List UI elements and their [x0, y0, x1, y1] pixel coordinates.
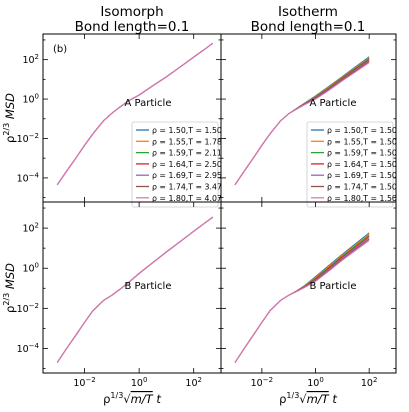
tick-label: 102: [22, 222, 39, 235]
y-axis-label-bottom: ρ2/3 MSD: [2, 263, 17, 313]
tick-label: 10−2: [17, 132, 39, 145]
legend-label: ρ = 1.50,T = 1.50: [152, 126, 222, 135]
tick-label: 100: [22, 93, 39, 106]
panel-tag: (b): [53, 44, 67, 55]
legend-label: ρ = 1.74,T = 1.50: [327, 183, 397, 192]
tick-label: 100: [307, 376, 324, 389]
panel-top-right: A Particle ρ = 1.50,T = 1.50 ρ = 1.55,T = …: [220, 33, 397, 208]
series-line: [234, 238, 370, 363]
series-line: [56, 42, 214, 186]
tick-label: 100: [22, 262, 39, 275]
particle-annotation: B Particle: [310, 281, 357, 292]
series-line: [234, 62, 370, 186]
legend-label: ρ = 1.80,T = 1.50: [327, 194, 397, 203]
legend-label: ρ = 1.59,T = 1.50: [327, 149, 397, 158]
legend-label: ρ = 1.59,T = 2.11: [152, 149, 222, 158]
tick-label: 102: [361, 376, 378, 389]
column-title-1-line1: Isomorph: [100, 4, 163, 20]
legend-label: ρ = 1.74,T = 3.47: [152, 183, 222, 192]
legend-label: ρ = 1.55,T = 1.50: [327, 137, 397, 146]
y-axis-label-top: ρ2/3 MSD: [2, 93, 17, 143]
series-group: [234, 232, 370, 363]
tick-label: 102: [22, 53, 39, 66]
tick-label: 100: [131, 376, 148, 389]
column-title-1-line2: Bond length=0.1: [75, 19, 190, 35]
legend-label: ρ = 1.64,T = 1.50: [327, 160, 397, 169]
series-group: [56, 42, 214, 186]
legend-label: ρ = 1.69,T = 2.95: [152, 171, 222, 180]
column-title-2-line2: Bond length=0.1: [251, 19, 366, 35]
series-line: [56, 216, 214, 363]
svg-text:ρ2/3 MSD: ρ2/3 MSD: [2, 263, 17, 313]
legend-label: ρ = 1.69,T = 1.50: [327, 171, 397, 180]
legend: ρ = 1.50,T = 1.50 ρ = 1.55,T = 1.50 ρ = 1.…: [306, 121, 397, 208]
legend-label: ρ = 1.80,T = 4.07: [152, 194, 222, 203]
panel-bottom-right: 10−2 100 102 B Particle: [220, 201, 397, 389]
tick-label: 10−2: [73, 376, 95, 389]
x-axis-label-left: ρ1/3√m/T t: [103, 391, 161, 406]
tick-label: 10−4: [17, 342, 40, 355]
legend-label: ρ = 1.55,T = 1.78: [152, 137, 222, 146]
panel-top-left: 10−4 10−2 100 102 A Particle ρ = 1.50,T = 1.5…: [17, 33, 222, 208]
x-axis-label-right: ρ1/3√m/T t: [279, 391, 337, 406]
tick-label: 10−4: [17, 171, 40, 184]
plot-frame: [220, 201, 397, 374]
legend-label: ρ = 1.50,T = 1.50: [327, 126, 397, 135]
tick-label: 102: [185, 376, 202, 389]
particle-annotation: A Particle: [310, 98, 357, 109]
series-line: [234, 240, 370, 363]
particle-annotation: B Particle: [125, 281, 172, 292]
column-title-2-line1: Isotherm: [278, 4, 338, 20]
tick-label: 10−2: [17, 302, 39, 315]
tick-label: 10−2: [251, 376, 273, 389]
legend: ρ = 1.50,T = 1.50 ρ = 1.55,T = 1.78 ρ = 1.…: [131, 121, 222, 208]
series-line: [234, 237, 370, 363]
series-group: [234, 56, 370, 186]
svg-text:ρ1/3√m/T t: ρ1/3√m/T t: [279, 391, 337, 406]
series-group: [56, 216, 214, 363]
panel-bottom-left: 10−2 100 102 10−4 10−2 100 102 B Particle: [17, 201, 222, 389]
particle-annotation: A Particle: [125, 98, 172, 109]
legend-label: ρ = 1.64,T = 2.50: [152, 160, 222, 169]
svg-text:ρ1/3√m/T t: ρ1/3√m/T t: [103, 391, 161, 406]
panels: 10−4 10−2 100 102 A Particle ρ = 1.50,T = 1.5…: [17, 33, 397, 389]
svg-text:ρ2/3 MSD: ρ2/3 MSD: [2, 93, 17, 143]
